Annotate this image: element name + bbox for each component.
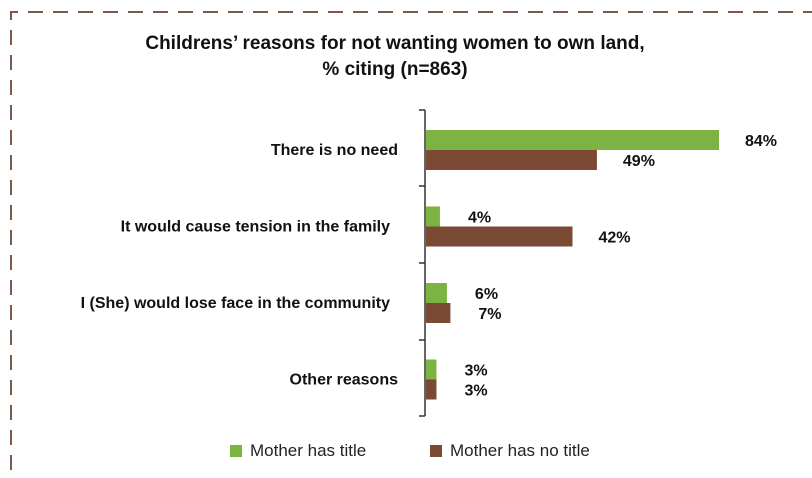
bar-s0-c3	[426, 359, 437, 380]
data-label-s1-c3: 3%	[464, 383, 487, 400]
data-label-s1-c2: 7%	[478, 306, 501, 323]
data-label-s0-c0: 84%	[745, 133, 777, 150]
legend-swatch-no-title	[430, 445, 442, 457]
category-label-0: There is no need	[271, 142, 398, 159]
legend-label-title: Mother has title	[250, 441, 367, 460]
data-label-s0-c2: 6%	[475, 286, 498, 303]
legend-item-title: Mother has title	[230, 441, 366, 461]
data-label-s1-c1: 42%	[599, 230, 631, 247]
bar-s0-c1	[426, 206, 440, 227]
legend-swatch-title	[230, 445, 242, 457]
data-label-s0-c1: 4%	[468, 210, 491, 227]
category-label-1: It would cause tension in the family	[121, 219, 390, 236]
bar-s1-c1	[426, 226, 573, 247]
chart-title-line2: % citing (n=863)	[322, 59, 468, 80]
chart-title-line1: Childrens’ reasons for not wanting women…	[145, 33, 645, 54]
bar-s1-c2	[426, 303, 451, 323]
category-label-2: I (She) would lose face in the community	[81, 295, 390, 312]
data-label-s0-c3: 3%	[464, 363, 487, 380]
data-label-s1-c0: 49%	[623, 153, 655, 170]
bar-s1-c0	[426, 150, 597, 170]
bar-s1-c3	[426, 379, 437, 400]
legend-label-no-title: Mother has no title	[450, 441, 590, 460]
bar-s0-c0	[426, 130, 719, 150]
bar-s0-c2	[426, 283, 447, 303]
legend-item-no-title: Mother has no title	[430, 441, 590, 461]
category-label-3: Other reasons	[290, 372, 399, 389]
chart-title: Childrens’ reasons for not wanting women…	[0, 31, 790, 83]
